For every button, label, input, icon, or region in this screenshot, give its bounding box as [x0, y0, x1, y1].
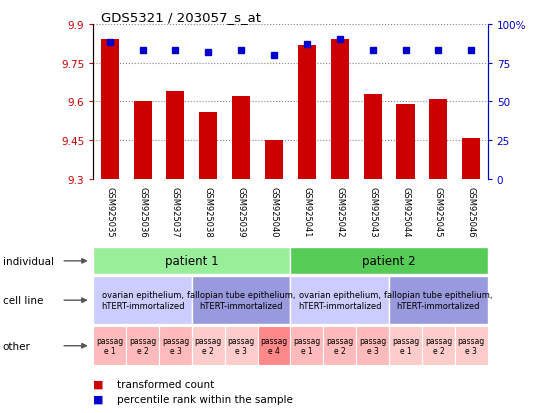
Text: passag
e 2: passag e 2 — [326, 336, 353, 356]
Bar — [389, 277, 488, 324]
Bar — [101, 40, 119, 180]
Bar — [455, 326, 488, 366]
Text: passag
e 2: passag e 2 — [195, 336, 222, 356]
Text: passag
e 3: passag e 3 — [359, 336, 386, 356]
Bar — [192, 277, 290, 324]
Text: GSM925039: GSM925039 — [237, 187, 246, 237]
Bar — [356, 326, 389, 366]
Bar — [422, 326, 455, 366]
Text: GSM925037: GSM925037 — [171, 187, 180, 237]
Text: cell line: cell line — [3, 295, 43, 306]
Bar — [290, 326, 324, 366]
Text: passag
e 1: passag e 1 — [293, 336, 320, 356]
Text: percentile rank within the sample: percentile rank within the sample — [117, 394, 293, 404]
Bar — [225, 326, 257, 366]
Text: GSM925046: GSM925046 — [467, 187, 476, 237]
Bar — [93, 277, 192, 324]
Bar — [126, 326, 159, 366]
Bar — [192, 326, 225, 366]
Text: GSM925040: GSM925040 — [270, 187, 279, 237]
Bar — [134, 102, 151, 180]
Text: passag
e 3: passag e 3 — [228, 336, 255, 356]
Text: transformed count: transformed count — [117, 379, 214, 389]
Text: passag
e 2: passag e 2 — [129, 336, 156, 356]
Bar — [462, 138, 480, 180]
Bar — [166, 92, 184, 180]
Text: GSM925042: GSM925042 — [335, 187, 344, 237]
Bar — [298, 45, 316, 180]
Text: GSM925041: GSM925041 — [302, 187, 311, 237]
Bar — [364, 95, 382, 180]
Text: passag
e 1: passag e 1 — [96, 336, 123, 356]
Bar — [257, 326, 290, 366]
Text: other: other — [3, 341, 30, 351]
Text: GSM925044: GSM925044 — [401, 187, 410, 237]
Bar — [397, 105, 415, 180]
Text: ■: ■ — [93, 379, 104, 389]
Text: passag
e 3: passag e 3 — [162, 336, 189, 356]
Text: GSM925043: GSM925043 — [368, 187, 377, 237]
Text: patient 1: patient 1 — [165, 255, 219, 268]
Bar — [265, 141, 283, 180]
Text: fallopian tube epithelium,
hTERT-immortalized: fallopian tube epithelium, hTERT-immorta… — [187, 291, 295, 310]
Text: passag
e 3: passag e 3 — [458, 336, 485, 356]
Bar — [430, 100, 447, 180]
Text: GDS5321 / 203057_s_at: GDS5321 / 203057_s_at — [101, 11, 261, 24]
Text: GSM925045: GSM925045 — [434, 187, 443, 237]
Text: passag
e 4: passag e 4 — [261, 336, 288, 356]
Bar — [232, 97, 250, 180]
Bar — [93, 326, 126, 366]
Bar — [290, 248, 488, 275]
Text: individual: individual — [3, 256, 54, 266]
Bar — [93, 248, 290, 275]
Text: GSM925038: GSM925038 — [204, 187, 213, 237]
Text: patient 2: patient 2 — [362, 255, 416, 268]
Bar — [389, 326, 422, 366]
Bar — [331, 40, 349, 180]
Bar — [324, 326, 356, 366]
Text: ■: ■ — [93, 394, 104, 404]
Text: ovarian epithelium,
hTERT-immortalized: ovarian epithelium, hTERT-immortalized — [101, 291, 184, 310]
Text: passag
e 1: passag e 1 — [392, 336, 419, 356]
Bar — [159, 326, 192, 366]
Bar — [199, 113, 217, 180]
Text: fallopian tube epithelium,
hTERT-immortalized: fallopian tube epithelium, hTERT-immorta… — [384, 291, 492, 310]
Text: GSM925035: GSM925035 — [105, 187, 114, 237]
Text: passag
e 2: passag e 2 — [425, 336, 452, 356]
Bar — [290, 277, 389, 324]
Text: ovarian epithelium,
hTERT-immortalized: ovarian epithelium, hTERT-immortalized — [298, 291, 382, 310]
Text: GSM925036: GSM925036 — [138, 187, 147, 237]
